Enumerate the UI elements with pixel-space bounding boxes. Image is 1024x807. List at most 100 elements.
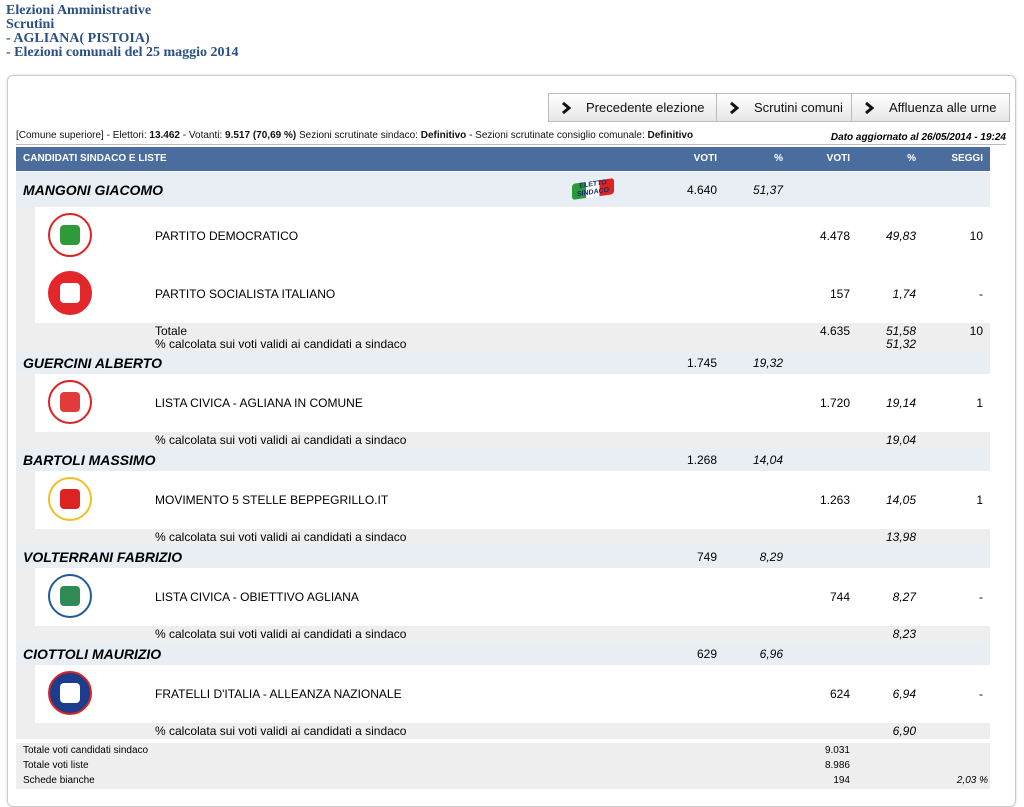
footer-value: 194 — [833, 775, 850, 786]
info-value: 13.462 — [149, 130, 180, 141]
list-row-margin — [16, 665, 35, 723]
list-seats: 1 — [976, 396, 983, 410]
note-percent: 8,23 — [892, 627, 916, 641]
candidate-row — [16, 448, 990, 471]
candidate-votes: 1.268 — [686, 452, 717, 467]
candidate-votes: 749 — [696, 549, 717, 564]
total-row — [16, 323, 990, 351]
candidate-percent: 6,96 — [759, 646, 783, 661]
list-row-margin — [16, 207, 35, 265]
list-percent: 14,05 — [885, 493, 916, 507]
note-label: % calcolata sui voti validi ai candidati… — [155, 627, 407, 641]
candidate-percent: 19,32 — [752, 355, 783, 370]
footer-percent: 2,03 % — [956, 775, 988, 786]
header-line: Scrutini — [6, 17, 55, 32]
candidate-row — [16, 351, 990, 374]
list-percent: 49,83 — [885, 229, 916, 243]
note-row — [16, 529, 990, 545]
note-label: % calcolata sui voti validi ai candidati… — [155, 530, 407, 544]
logo-mark — [60, 225, 80, 245]
list-votes: 744 — [829, 590, 850, 604]
column-header: CANDIDATI SINDACO E LISTE — [23, 153, 167, 164]
list-row-margin — [16, 374, 35, 432]
list-name: FRATELLI D'ITALIA - ALLEANZA NAZIONALE — [155, 687, 402, 701]
chevron-icon — [562, 102, 571, 114]
list-logo — [48, 213, 92, 257]
total-percent: 51,58 — [885, 324, 916, 338]
candidate-row — [16, 642, 990, 665]
footer-value: 9.031 — [824, 745, 850, 756]
logo-mark — [60, 392, 80, 412]
candidate-votes: 4.640 — [686, 182, 717, 197]
column-header: VOTI — [693, 153, 717, 164]
header-line: Elezioni Amministrative — [6, 3, 152, 18]
note-percent: 51,32 — [885, 337, 916, 351]
footer-label: Totale voti candidati sindaco — [23, 745, 149, 756]
button-label[interactable]: Precedente elezione — [586, 100, 705, 115]
note-row — [16, 626, 990, 642]
list-logo — [48, 477, 92, 521]
header-line: - AGLIANA( PISTOIA) — [6, 31, 150, 46]
nav-button[interactable]: Precedente elezione — [548, 93, 718, 122]
nav-button[interactable]: Scrutini comuni — [716, 93, 853, 122]
footer-label: Schede bianche — [23, 775, 95, 786]
list-votes: 157 — [829, 287, 850, 301]
column-header: % — [907, 153, 916, 164]
list-name: LISTA CIVICA - AGLIANA IN COMUNE — [155, 396, 363, 410]
note-label: % calcolata sui voti validi ai candidati… — [155, 724, 407, 738]
candidate-name: MANGONI GIACOMO — [23, 181, 163, 198]
info-label: - Votanti: — [182, 130, 223, 141]
logo-mark — [60, 586, 80, 606]
info-label: [Comune superiore] - Elettori: — [16, 130, 147, 141]
note-row — [16, 723, 990, 739]
list-name: MOVIMENTO 5 STELLE BEPPEGRILLO.IT — [155, 493, 389, 507]
info-value: Definitivo — [420, 130, 467, 141]
list-logo — [48, 574, 92, 618]
info-line: [Comune superiore] - Elettori: 13.462 - … — [16, 130, 693, 141]
header-line: - Elezioni comunali del 25 maggio 2014 — [6, 45, 239, 60]
list-row-margin — [16, 568, 35, 626]
list-logo — [48, 271, 92, 315]
candidate-name: GUERCINI ALBERTO — [23, 354, 162, 371]
column-header: % — [774, 153, 783, 164]
rule — [16, 144, 1006, 145]
candidate-name: VOLTERRANI FABRIZIO — [23, 548, 183, 565]
note-label: % calcolata sui voti validi ai candidati… — [155, 337, 407, 351]
list-logo — [48, 380, 92, 424]
footer-label: Totale voti liste — [23, 760, 89, 771]
chevron-icon — [730, 102, 739, 114]
list-seats: 10 — [969, 229, 983, 243]
list-votes: 1.263 — [819, 493, 850, 507]
button-label[interactable]: Affluenza alle urne — [889, 100, 997, 115]
info-label: Sezioni scrutinate sindaco: — [298, 130, 418, 141]
note-percent: 19,04 — [885, 433, 916, 447]
candidate-name: BARTOLI MASSIMO — [23, 451, 156, 468]
column-header: SEGGI — [951, 153, 983, 164]
candidate-row — [16, 172, 990, 207]
footer-block — [16, 743, 990, 789]
candidate-percent: 51,37 — [752, 182, 783, 197]
logo-mark — [60, 283, 80, 303]
list-votes: 1.720 — [819, 396, 850, 410]
list-votes: 4.478 — [819, 229, 850, 243]
info-value: 9.517 (70,69 %) — [225, 130, 297, 141]
total-label: Totale — [155, 324, 188, 338]
column-header: VOTI — [826, 153, 850, 164]
list-name: PARTITO SOCIALISTA ITALIANO — [155, 287, 336, 301]
note-percent: 13,98 — [885, 530, 916, 544]
nav-button[interactable]: Affluenza alle urne — [851, 93, 1010, 122]
logo-mark — [60, 683, 80, 703]
list-name: PARTITO DEMOCRATICO — [155, 229, 299, 243]
list-percent: 19,14 — [885, 396, 916, 410]
list-seats: - — [979, 287, 983, 301]
button-label[interactable]: Scrutini comuni — [754, 100, 843, 115]
list-name: LISTA CIVICA - OBIETTIVO AGLIANA — [155, 590, 359, 604]
total-votes: 4.635 — [819, 324, 850, 338]
candidate-votes: 629 — [696, 646, 717, 661]
note-row — [16, 432, 990, 448]
info-label: - Sezioni scrutinate consiglio comunale: — [469, 130, 645, 141]
list-row-margin — [16, 265, 35, 323]
list-seats: - — [979, 687, 983, 701]
list-seats: 1 — [976, 493, 983, 507]
